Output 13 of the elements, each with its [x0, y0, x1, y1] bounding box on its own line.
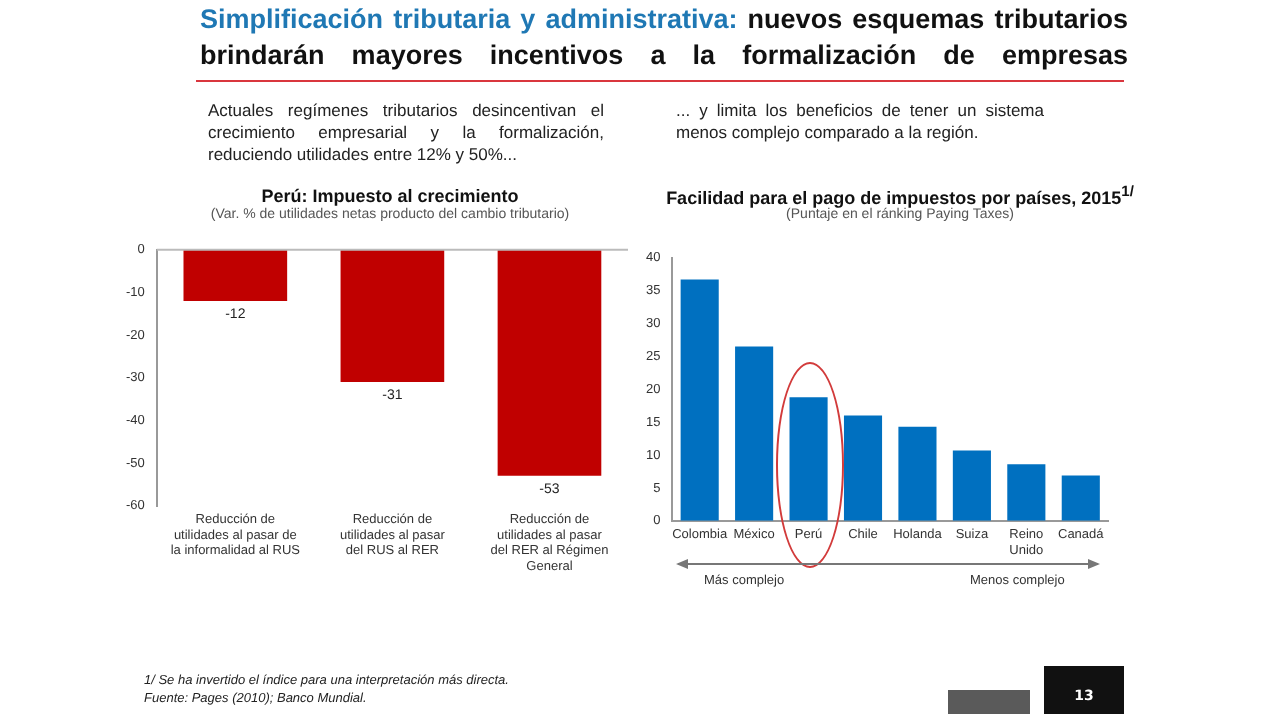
bar — [952, 450, 991, 521]
chart-title: Facilidad para el pago de impuestos por países, 2015$^{1/}$ — [664, 182, 1136, 208]
bar — [1061, 475, 1100, 521]
chart-title: Perú: Impuesto al crecimiento — [259, 186, 521, 206]
bar — [680, 279, 719, 521]
text: Simplificación tributaria y administrativa: — [200, 4, 738, 34]
bar — [1007, 464, 1046, 521]
bar — [843, 415, 883, 521]
bar — [898, 426, 937, 521]
bar — [735, 346, 774, 521]
text: ... y limita los beneficios de tener un sistema menos complejo comparado a la región. — [676, 100, 1044, 144]
bar — [789, 397, 828, 521]
text: Actuales regímenes tributarios desincentivan el crecimiento empresarial y la formalización, reduciendo utilidades entre 12% y 50%... — [208, 100, 604, 166]
